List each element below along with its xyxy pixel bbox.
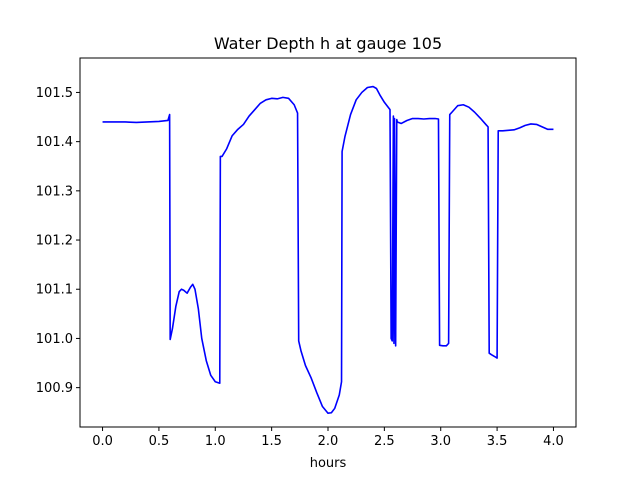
- x-axis: 0.0 0.5 1.0 1.5 2.0 2.5 3.0 3.5 4.0: [92, 427, 564, 449]
- x-tick-label: 2.5: [374, 434, 395, 449]
- y-tick-label: 100.9: [36, 381, 73, 396]
- chart-title: Water Depth h at gauge 105: [214, 34, 442, 53]
- x-tick-label: 3.0: [430, 434, 451, 449]
- x-tick-label: 0.0: [92, 434, 113, 449]
- x-tick-label: 0.5: [149, 434, 170, 449]
- x-tick-label: 2.0: [318, 434, 339, 449]
- x-tick-label: 1.0: [205, 434, 226, 449]
- x-tick-label: 4.0: [543, 434, 564, 449]
- y-tick-label: 101.2: [36, 234, 73, 249]
- series-line-0: [102, 85, 554, 415]
- y-axis: 100.9 101.0 101.1 101.2 101.3 101.4 101.5: [36, 86, 80, 396]
- x-axis-label: hours: [310, 456, 347, 471]
- x-tick-label: 1.5: [261, 434, 282, 449]
- y-tick-label: 101.4: [36, 135, 73, 150]
- y-tick-label: 101.5: [36, 86, 73, 101]
- y-tick-label: 101.1: [36, 283, 73, 298]
- y-tick-label: 101.0: [36, 332, 73, 347]
- y-tick-label: 101.3: [36, 184, 73, 199]
- x-tick-label: 3.5: [487, 434, 508, 449]
